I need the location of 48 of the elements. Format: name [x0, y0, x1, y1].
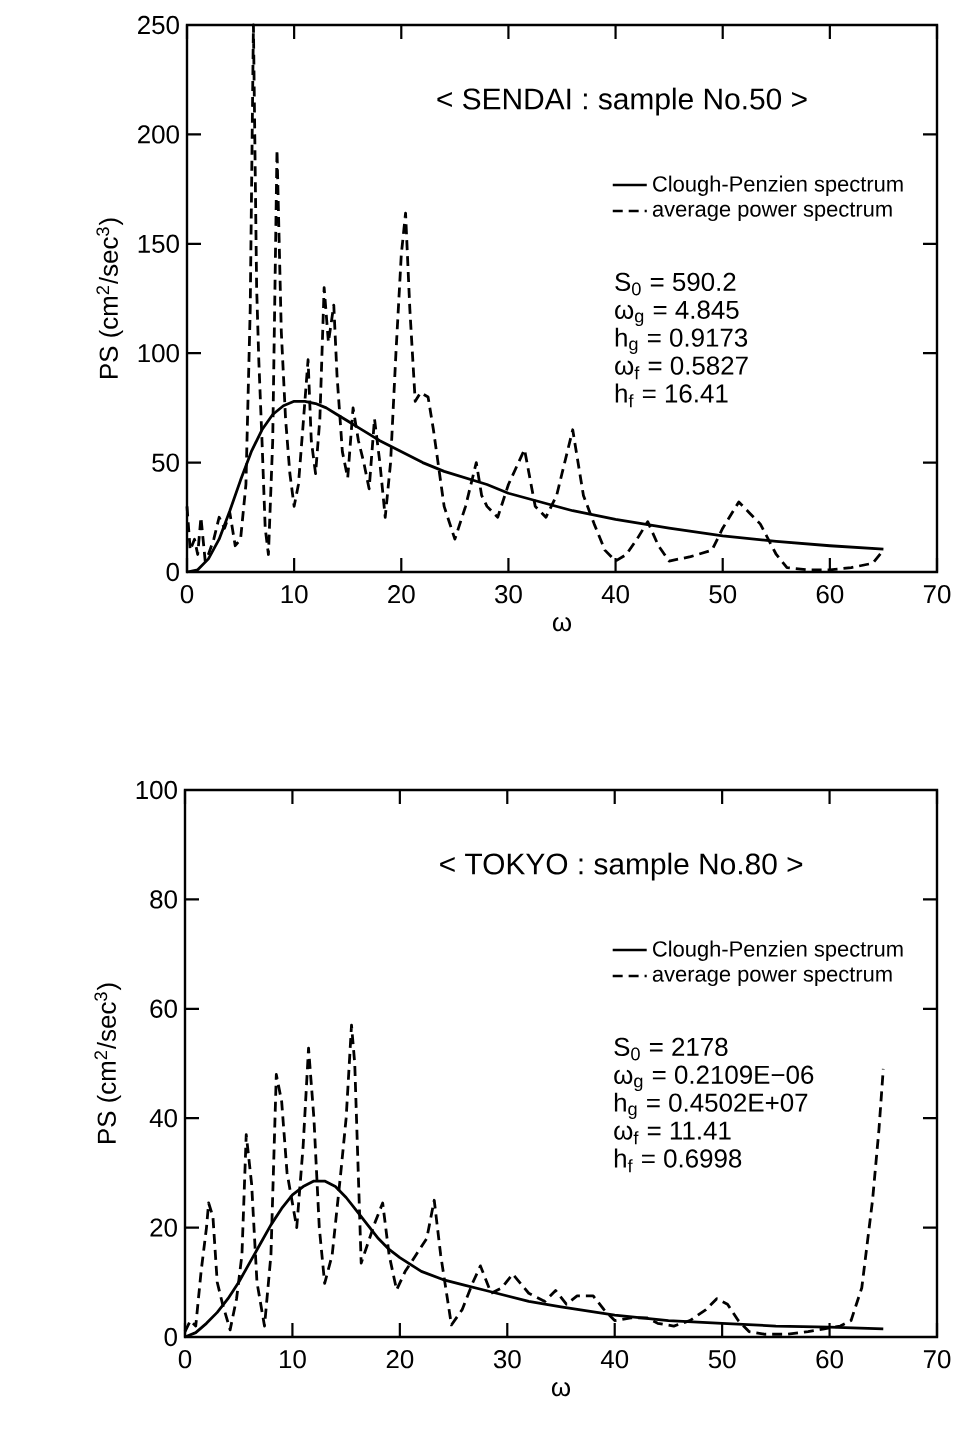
annotation: S$_{0}$ = 2178 — [614, 1037, 728, 1061]
text: < TOKYO : sample No.80 > — [440, 852, 803, 881]
y-tick-label: 100 — [136, 780, 177, 800]
x-tick-label: 50 — [709, 585, 737, 604]
y-axis-title: PS (cm$^{2}$/sec$^{3}$) — [94, 983, 122, 1143]
x-tick-label: 70 — [923, 585, 951, 604]
x-tick-label: 20 — [388, 585, 415, 604]
x-tick-label: 30 — [495, 585, 522, 604]
annotation: h$_{g}$ = 0.4502E+07 — [614, 1092, 808, 1119]
x-tick-label: 40 — [600, 1350, 629, 1369]
legend-label: average power spectrum — [652, 967, 892, 987]
x-tick-label: 10 — [279, 1350, 306, 1369]
y-tick-label: 150 — [138, 234, 179, 253]
x-tick-label: 50 — [708, 1350, 736, 1369]
y-tick-label: 100 — [138, 344, 179, 363]
legend-label: Clough-Penzien spectrum — [653, 940, 903, 961]
x-tick-label: 60 — [816, 585, 844, 604]
x-tick-label: 70 — [923, 1350, 951, 1369]
x-tick-label: 30 — [493, 1350, 521, 1369]
annotation: S$_{0}$ = 590.2 — [615, 272, 736, 296]
y-tick-label: 0 — [164, 1327, 177, 1347]
x-axis-title: ω — [552, 617, 572, 632]
y-tick-label: 50 — [152, 453, 179, 472]
annotation: ω$_{g}$ = 0.2109E−06 — [614, 1065, 814, 1092]
legend-label: Clough-Penzien spectrum — [653, 175, 903, 196]
x-tick-label: 40 — [601, 585, 629, 604]
annotation: ω$_{f}$ = 0.5827 — [615, 356, 748, 380]
y-axis-title: PS (cm$^{2}$/sec$^{3}$) — [96, 218, 124, 378]
x-tick-label: 20 — [386, 1350, 414, 1369]
annotation: h$_{f}$ = 0.6998 — [614, 1148, 742, 1173]
y-tick-label: 0 — [166, 562, 179, 582]
annotation: h$_{g}$ = 0.9173 — [615, 327, 748, 354]
y-tick-label: 20 — [150, 1218, 177, 1237]
legend-label: average power spectrum — [652, 202, 892, 222]
y-tick-label: 250 — [138, 15, 179, 35]
x-tick-label: 10 — [281, 585, 308, 604]
y-tick-label: 80 — [150, 890, 177, 909]
annotation: ω$_{f}$ = 11.41 — [614, 1121, 731, 1145]
y-tick-label: 40 — [149, 1109, 177, 1128]
annotation: h$_{f}$ = 16.41 — [615, 383, 728, 408]
x-tick-label: 60 — [816, 1350, 843, 1369]
text: < SENDAI : sample No.50 > — [437, 87, 807, 116]
x-tick-label: 0 — [178, 1350, 192, 1369]
annotation: ω$_{g}$ = 4.845 — [615, 300, 739, 327]
y-tick-label: 60 — [150, 999, 177, 1018]
x-axis-title: ω — [551, 1382, 571, 1397]
x-tick-label: 0 — [180, 585, 194, 604]
y-tick-label: 200 — [138, 125, 179, 144]
